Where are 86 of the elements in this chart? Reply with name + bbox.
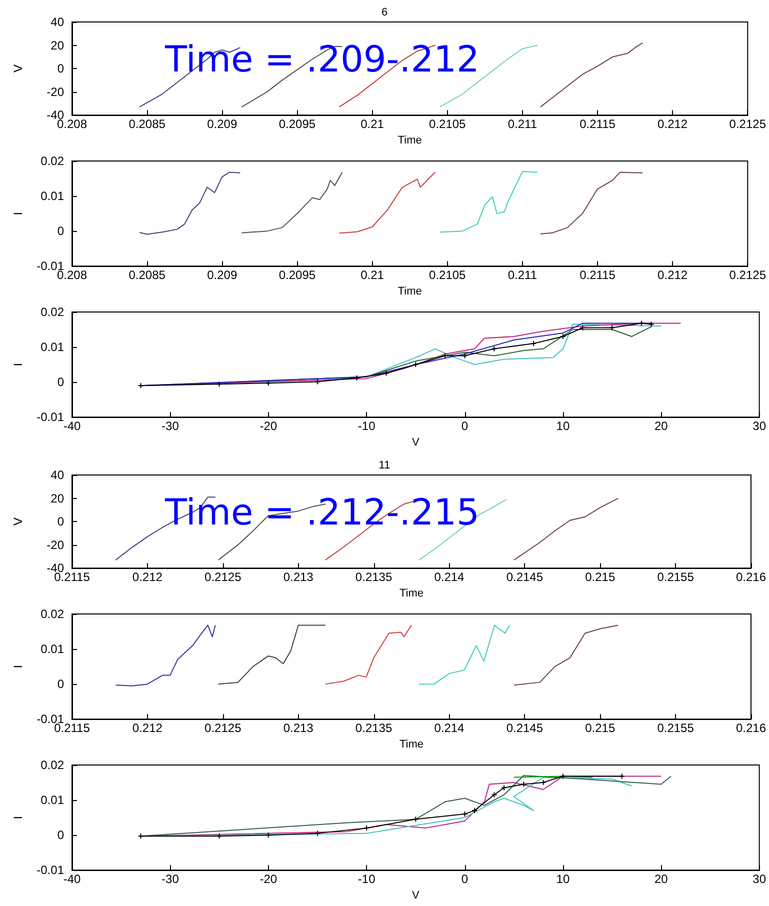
y-tick-label: 0 bbox=[57, 62, 64, 76]
x-tick-label: 0.211 bbox=[508, 268, 538, 282]
x-tick-label: 0.2135 bbox=[355, 721, 392, 736]
x-tick-label: 0.2095 bbox=[278, 268, 316, 282]
x-tick-label: 0.2115 bbox=[580, 268, 616, 282]
y-axis-title: I bbox=[11, 212, 25, 216]
y-tick-label: 0.01 bbox=[40, 642, 64, 656]
y-tick-label: -20 bbox=[46, 538, 64, 552]
x-tick-label: -30 bbox=[162, 419, 180, 434]
y-tick-label: 0 bbox=[57, 828, 64, 842]
y-tick-label: 0.01 bbox=[40, 189, 64, 204]
x-tick-label: 0.213 bbox=[283, 721, 314, 736]
x-tick-label: -20 bbox=[260, 872, 278, 886]
y-tick-label: 0.02 bbox=[40, 154, 64, 168]
x-tick-label: 0.2125 bbox=[204, 721, 242, 736]
x-axis-title: Time bbox=[398, 286, 422, 298]
x-tick-label: 0.2135 bbox=[355, 570, 392, 584]
x-tick-label: -30 bbox=[162, 872, 180, 886]
y-axis-title: I bbox=[11, 664, 25, 668]
x-tick-label: 0 bbox=[461, 872, 468, 886]
y-tick-label: -0.01 bbox=[36, 863, 64, 878]
x-tick-label: 0.2085 bbox=[128, 268, 166, 282]
x-tick-label: 30 bbox=[752, 419, 766, 434]
x-tick-label: 0.215 bbox=[585, 570, 616, 584]
x-tick-label: 0.2115 bbox=[580, 117, 616, 132]
x-tick-label: 0 bbox=[461, 419, 468, 434]
x-axis-title: V bbox=[412, 436, 420, 448]
x-tick-label: 0.2145 bbox=[506, 570, 544, 584]
x-tick-label: 0.21 bbox=[360, 268, 384, 282]
y-tick-label: 0.02 bbox=[40, 758, 64, 772]
x-axis-title: Time bbox=[399, 738, 424, 750]
y-tick-label: 0 bbox=[57, 375, 64, 390]
y-tick-label: 0 bbox=[57, 677, 64, 692]
x-tick-label: 0.216 bbox=[736, 721, 766, 736]
x-tick-label: 0.209 bbox=[207, 117, 238, 132]
chart-title: 11 bbox=[378, 460, 390, 472]
x-tick-label: 0.215 bbox=[585, 721, 616, 736]
x-tick-label: 0.212 bbox=[658, 268, 688, 282]
x-tick-label: 0.214 bbox=[434, 721, 465, 736]
x-tick-label: 0.214 bbox=[434, 570, 465, 584]
x-tick-label: -10 bbox=[358, 872, 376, 886]
y-axis-title: I bbox=[11, 362, 25, 366]
x-tick-label: 0.2125 bbox=[204, 570, 242, 584]
x-axis-title: Time bbox=[399, 588, 424, 600]
x-axis-title: V bbox=[412, 890, 420, 902]
y-tick-label: 0.01 bbox=[40, 340, 64, 354]
y-axis-title: V bbox=[11, 64, 25, 73]
y-axis-title: V bbox=[11, 518, 25, 526]
y-tick-label: 0 bbox=[57, 514, 64, 529]
x-tick-label: -10 bbox=[358, 419, 376, 434]
x-tick-label: 20 bbox=[654, 872, 668, 886]
x-tick-label: 0.2155 bbox=[657, 570, 694, 584]
y-tick-label: 20 bbox=[50, 38, 64, 52]
x-tick-label: 0.2105 bbox=[429, 117, 466, 132]
x-tick-label: 0.21 bbox=[360, 117, 384, 132]
y-tick-label: 0 bbox=[57, 224, 64, 238]
y-tick-label: 0.02 bbox=[40, 607, 64, 621]
x-tick-label: 10 bbox=[556, 872, 570, 886]
x-tick-label: 0.2155 bbox=[657, 721, 694, 736]
x-tick-label: 0.209 bbox=[207, 268, 238, 282]
x-tick-label: 20 bbox=[654, 419, 668, 434]
y-tick-label: 20 bbox=[50, 491, 64, 506]
chart-title: 6 bbox=[381, 6, 388, 18]
y-tick-label: -20 bbox=[46, 84, 64, 99]
x-tick-label: 0.212 bbox=[132, 721, 163, 736]
x-tick-label: 0.212 bbox=[658, 117, 688, 132]
x-axis-title: Time bbox=[398, 134, 422, 146]
x-tick-label: 0.2145 bbox=[506, 721, 544, 736]
x-tick-label: 0.2095 bbox=[278, 117, 316, 132]
y-tick-label: -0.01 bbox=[36, 410, 64, 424]
x-tick-label: 0.216 bbox=[736, 570, 766, 584]
x-tick-label: -20 bbox=[260, 419, 278, 434]
x-tick-label: 0.212 bbox=[132, 570, 163, 584]
x-tick-label: 0.2125 bbox=[729, 117, 766, 132]
y-tick-label: 40 bbox=[50, 468, 64, 482]
x-tick-label: 30 bbox=[752, 872, 766, 886]
x-tick-label: 0.211 bbox=[508, 117, 538, 132]
y-tick-label: 0.01 bbox=[40, 793, 64, 808]
x-tick-label: 0.2105 bbox=[429, 268, 466, 282]
y-tick-label: 40 bbox=[50, 15, 64, 29]
y-tick-label: 0.02 bbox=[40, 305, 64, 319]
x-tick-label: 10 bbox=[556, 419, 570, 434]
x-tick-label: 0.2125 bbox=[729, 268, 766, 282]
x-tick-label: 0.2085 bbox=[128, 117, 166, 132]
y-axis-title: I bbox=[11, 816, 25, 820]
x-tick-label: 0.213 bbox=[283, 570, 314, 584]
